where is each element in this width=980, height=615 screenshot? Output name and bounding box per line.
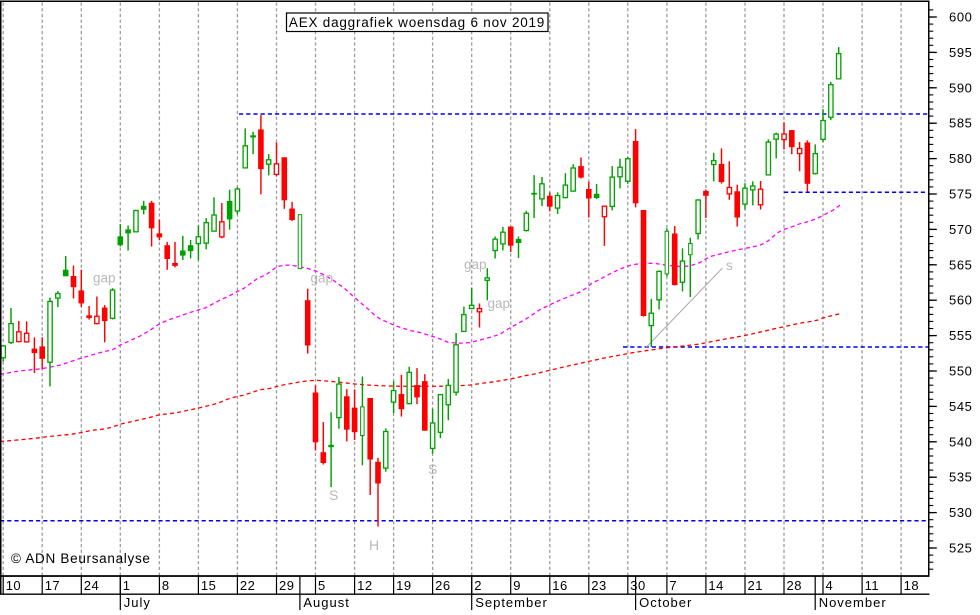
svg-text:17: 17 xyxy=(45,578,60,593)
svg-text:600: 600 xyxy=(949,10,973,25)
svg-text:S: S xyxy=(428,461,437,477)
svg-text:11: 11 xyxy=(865,578,880,593)
svg-text:545: 545 xyxy=(949,399,973,414)
svg-text:575: 575 xyxy=(949,187,973,202)
svg-text:23: 23 xyxy=(591,578,606,593)
svg-text:26: 26 xyxy=(435,578,450,593)
svg-text:AEX daggrafiek woensdag 6 nov: AEX daggrafiek woensdag 6 nov 2019 xyxy=(289,15,545,30)
svg-text:gap: gap xyxy=(311,271,334,286)
svg-text:12: 12 xyxy=(357,578,372,593)
svg-text:565: 565 xyxy=(949,257,973,272)
svg-text:gap: gap xyxy=(488,296,511,311)
svg-text:16: 16 xyxy=(552,578,567,593)
svg-text:535: 535 xyxy=(949,470,973,485)
svg-text:30: 30 xyxy=(630,578,645,593)
svg-text:530: 530 xyxy=(949,505,973,520)
svg-text:550: 550 xyxy=(949,364,973,379)
svg-text:2: 2 xyxy=(474,578,482,593)
svg-text:570: 570 xyxy=(949,222,973,237)
svg-text:21: 21 xyxy=(748,578,763,593)
svg-text:H: H xyxy=(369,537,379,553)
svg-text:560: 560 xyxy=(949,293,973,308)
svg-text:5: 5 xyxy=(318,578,326,593)
svg-text:22: 22 xyxy=(240,578,255,593)
svg-text:July: July xyxy=(124,595,151,610)
svg-text:19: 19 xyxy=(396,578,411,593)
svg-text:555: 555 xyxy=(949,328,973,343)
svg-text:© ADN Beursanalyse: © ADN Beursanalyse xyxy=(11,551,151,566)
svg-text:540: 540 xyxy=(949,434,973,449)
svg-text:s: s xyxy=(726,258,733,273)
svg-text:15: 15 xyxy=(201,578,216,593)
svg-text:9: 9 xyxy=(513,578,521,593)
svg-text:gap: gap xyxy=(464,257,487,272)
svg-text:1: 1 xyxy=(123,578,131,593)
svg-text:14: 14 xyxy=(708,578,723,593)
svg-text:28: 28 xyxy=(787,578,802,593)
svg-text:September: September xyxy=(475,595,548,610)
svg-text:18: 18 xyxy=(904,578,919,593)
svg-text:24: 24 xyxy=(84,578,99,593)
svg-text:595: 595 xyxy=(949,45,973,60)
svg-text:7: 7 xyxy=(669,578,677,593)
svg-text:8: 8 xyxy=(162,578,170,593)
svg-text:November: November xyxy=(819,595,887,610)
svg-text:29: 29 xyxy=(279,578,294,593)
svg-text:August: August xyxy=(303,595,349,610)
svg-text:4: 4 xyxy=(826,578,834,593)
svg-text:10: 10 xyxy=(6,578,21,593)
svg-text:590: 590 xyxy=(949,80,973,95)
svg-text:S: S xyxy=(329,487,338,503)
svg-text:gap: gap xyxy=(93,271,116,286)
svg-text:585: 585 xyxy=(949,116,973,131)
svg-text:580: 580 xyxy=(949,151,973,166)
svg-text:October: October xyxy=(639,595,692,610)
svg-text:525: 525 xyxy=(949,541,973,556)
